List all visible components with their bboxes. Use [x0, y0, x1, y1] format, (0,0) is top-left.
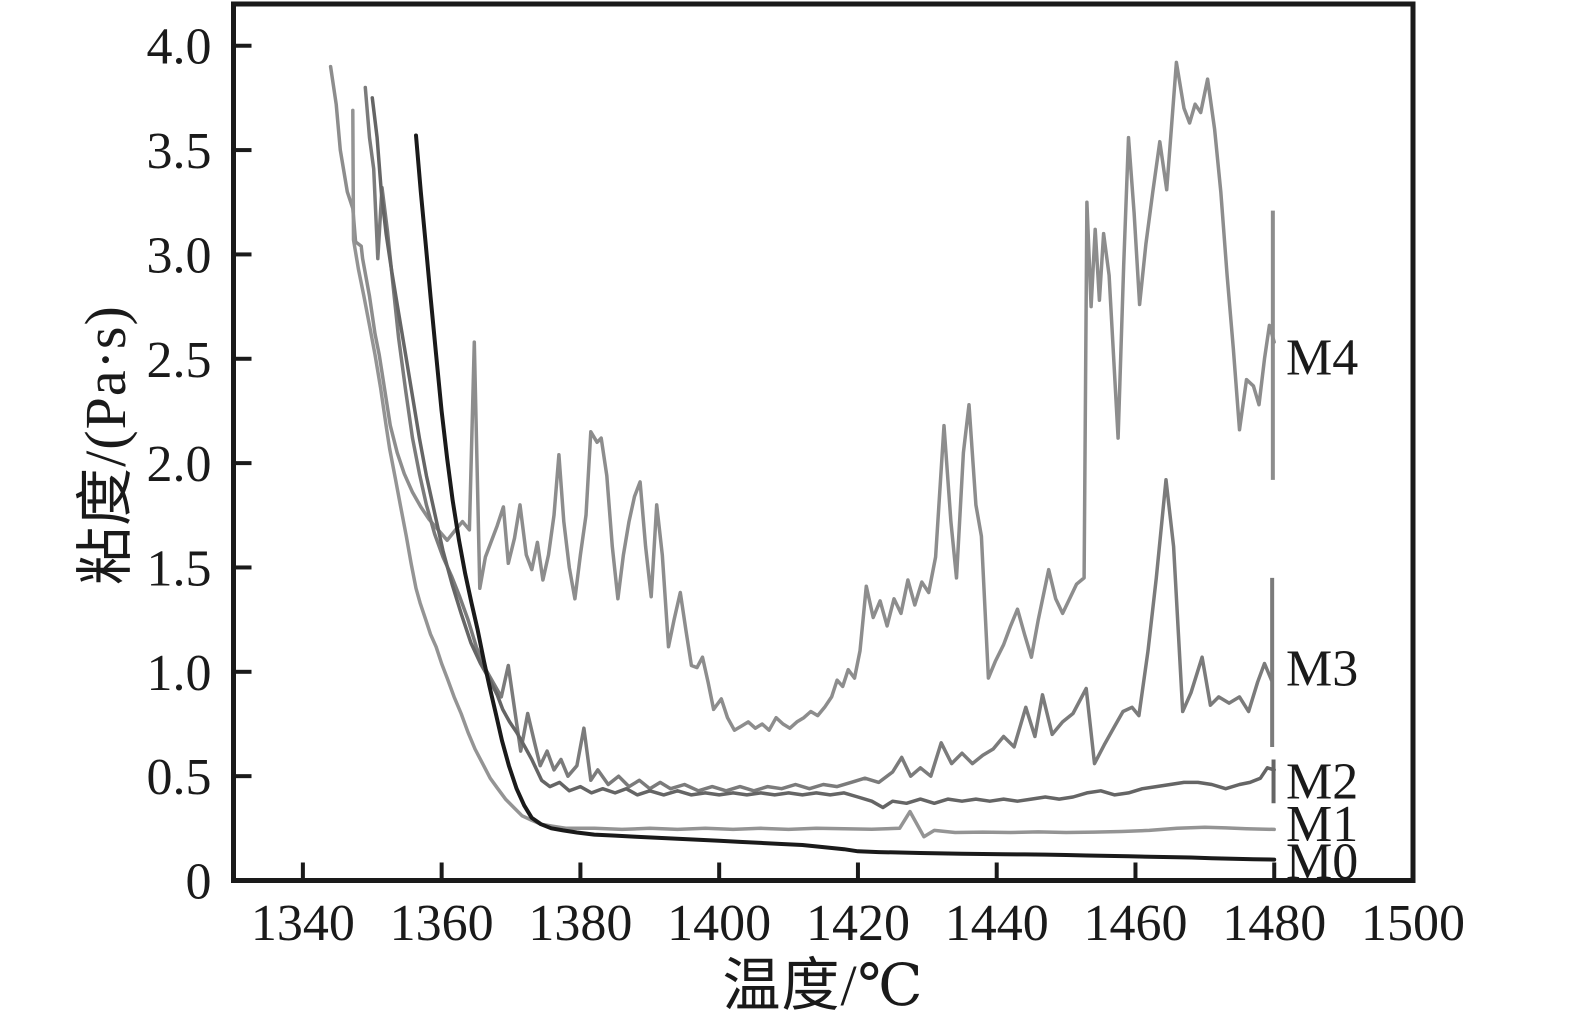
y-tick-label-3.0: 3.0 — [147, 227, 212, 284]
series-line-M2 — [370, 96, 1276, 810]
x-tick-label-1420: 1420 — [806, 895, 910, 952]
y-tick-label-0.5: 0.5 — [147, 749, 212, 806]
x-axis-title: 温度/℃ — [722, 953, 924, 1018]
series-line-M3 — [363, 85, 1274, 793]
series-label-M4: M4 — [1286, 330, 1358, 387]
x-tick-label-1460: 1460 — [1083, 895, 1187, 952]
series-label-M0: M0 — [1286, 834, 1358, 891]
y-tick-label-0: 0 — [186, 854, 212, 911]
y-tick-label-1.0: 1.0 — [147, 645, 212, 702]
series-label-M3: M3 — [1286, 641, 1358, 698]
x-tick-label-1500: 1500 — [1361, 895, 1465, 952]
y-tick-label-1.5: 1.5 — [147, 540, 212, 597]
y-tick-label-3.5: 3.5 — [147, 123, 212, 180]
series-label-M1: M1 — [1286, 796, 1358, 853]
y-tick-label-2.5: 2.5 — [147, 332, 212, 389]
x-tick-label-1380: 1380 — [528, 895, 632, 952]
x-tick-label-1360: 1360 — [390, 895, 494, 952]
y-tick-label-4.0: 4.0 — [147, 19, 212, 76]
series-label-M2: M2 — [1286, 753, 1358, 810]
y-tick-label-2.0: 2.0 — [147, 436, 212, 493]
x-tick-label-1480: 1480 — [1222, 895, 1326, 952]
y-axis-title: 粘度/(Pa·s) — [73, 305, 138, 585]
series-line-M0 — [414, 133, 1277, 862]
x-tick-label-1440: 1440 — [945, 895, 1049, 952]
plot-frame — [231, 1, 1416, 883]
series-line-M4 — [328, 60, 1276, 732]
x-tick-label-1340: 1340 — [251, 895, 355, 952]
x-tick-label-1400: 1400 — [667, 895, 771, 952]
